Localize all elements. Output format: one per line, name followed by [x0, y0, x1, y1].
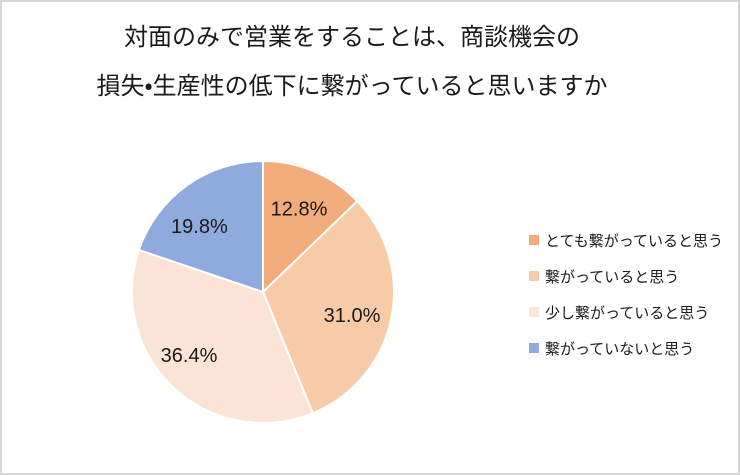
legend-item: 繋がっていないと思う [529, 330, 723, 366]
pie-slice-label: 31.0% [324, 305, 381, 327]
legend-swatch [529, 343, 539, 353]
pie-slice-label: 19.8% [171, 216, 228, 238]
chart-title-line2: 損失・生産性の低下に繋がっていると思いますか [96, 73, 608, 100]
legend-swatch [529, 271, 539, 281]
chart-title: 対面のみで営業をすることは、商談機会の 損失・生産性の低下に繋がっていると思いま… [2, 13, 702, 111]
legend-item-label: 繋がっていると思う [545, 268, 680, 286]
legend-item: とても繋がっていると思う [529, 222, 723, 258]
legend: とても繋がっていると思う 繋がっていると思う少し繋がっていると思う 繋がっていないと… [529, 222, 723, 366]
pie-slice-label: 12.8% [271, 198, 328, 220]
legend-item-label: 少し繋がっていると思う [545, 304, 710, 322]
legend-item: 繋がっていると思う [529, 258, 723, 294]
pie-slice [137, 160, 264, 293]
legend-item-label: 繋がっていないと思う [545, 340, 695, 358]
legend-swatch [529, 235, 539, 245]
pie-slice [262, 200, 395, 415]
chart-title-line1: 対面のみで営業をすることは、商談機会の [124, 24, 580, 51]
pie-slice [131, 248, 314, 424]
legend-swatch [529, 307, 539, 317]
pie-slice-label: 36.4% [161, 345, 218, 367]
legend-item-label: とても繋がっていると思う [545, 232, 724, 250]
legend-item: 少し繋がっていると思う [529, 294, 723, 330]
pie-slice [262, 160, 359, 293]
